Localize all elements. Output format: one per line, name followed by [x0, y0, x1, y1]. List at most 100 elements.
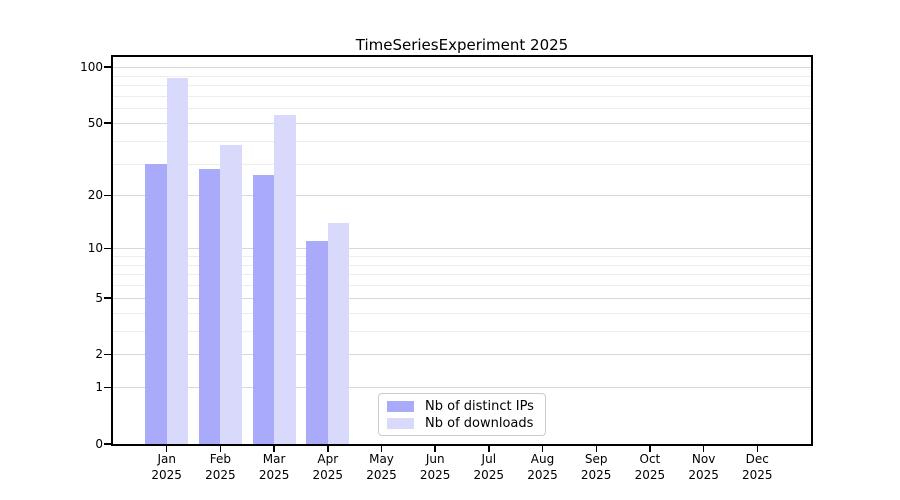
legend-item-downloads: Nb of downloads: [387, 416, 537, 431]
y-gridline-minor-4: [113, 312, 811, 314]
y-gridline-major-50: [113, 123, 811, 124]
legend-item-distinct-ips: Nb of distinct IPs: [387, 399, 537, 414]
x-tick-year: 2025: [527, 468, 558, 482]
x-tick-mark-oct: [649, 446, 651, 452]
bar-downloads-mar: [274, 115, 296, 444]
x-tick-year: 2025: [634, 468, 666, 482]
x-tick-mark-dec: [756, 446, 759, 452]
legend: Nb of distinct IPs Nb of downloads: [378, 393, 546, 436]
x-tick-month: Nov: [691, 452, 716, 466]
y-tick-mark-10: [104, 247, 111, 249]
x-tick-year: 2025: [258, 468, 290, 482]
bar-distinct-ips-mar: [252, 174, 275, 444]
bar-distinct-ips-jan: [145, 163, 167, 444]
y-gridline-minor-60: [113, 108, 811, 110]
x-tick-label-jun: Jun 2025: [405, 451, 465, 483]
y-tick-mark-1: [104, 386, 111, 389]
y-tick-mark-20: [104, 194, 111, 197]
y-gridline-minor-3: [113, 330, 811, 332]
y-tick-label-10: 10: [87, 241, 103, 256]
x-tick-year: 2025: [312, 468, 344, 482]
y-gridline-minor-80: [113, 85, 811, 87]
x-tick-year: 2025: [473, 468, 505, 482]
legend-label-distinct-ips: Nb of distinct IPs: [425, 399, 534, 414]
y-gridline-minor-40: [113, 140, 811, 142]
x-tick-label-aug: Aug 2025: [513, 451, 573, 483]
y-gridline-minor-8: [113, 264, 811, 266]
legend-label-downloads: Nb of downloads: [425, 416, 534, 431]
x-tick-year: 2025: [205, 468, 236, 482]
x-tick-month: Apr: [317, 452, 339, 466]
y-gridline-minor-30: [113, 163, 811, 165]
legend-swatch-downloads: [387, 418, 414, 429]
y-tick-label-100: 100: [80, 60, 103, 75]
x-tick-month: May: [369, 452, 394, 466]
y-tick-label-2: 2: [95, 347, 103, 362]
x-tick-month: Sep: [584, 452, 608, 466]
x-tick-mark-sep: [595, 446, 597, 452]
chart-title: TimeSeriesExperiment 2025: [355, 36, 569, 54]
x-tick-year: 2025: [151, 468, 182, 482]
y-tick-mark-5: [104, 297, 111, 299]
bar-downloads-feb: [220, 144, 242, 444]
x-tick-year: 2025: [419, 468, 451, 482]
x-tick-year: 2025: [580, 468, 612, 482]
x-tick-label-jan: Jan 2025: [137, 451, 197, 483]
legend-swatch-distinct-ips: [387, 401, 414, 412]
y-tick-label-5: 5: [95, 290, 103, 305]
x-tick-mark-feb: [219, 446, 222, 452]
y-gridline-minor-9: [113, 256, 811, 257]
x-tick-month: Mar: [262, 452, 286, 466]
y-gridline-minor-7: [113, 274, 811, 276]
x-tick-mark-nov: [702, 446, 705, 452]
y-tick-label-20: 20: [87, 188, 103, 203]
x-tick-year: 2025: [366, 468, 397, 482]
x-tick-month: Aug: [530, 452, 555, 466]
x-tick-month: Oct: [639, 452, 661, 466]
x-tick-year: 2025: [742, 468, 773, 482]
x-tick-label-sep: Sep 2025: [566, 451, 626, 483]
y-gridline-major-100: [113, 67, 811, 69]
x-tick-month: Feb: [209, 452, 232, 466]
y-gridline-major-20: [113, 195, 811, 197]
bar-distinct-ips-apr: [306, 241, 328, 444]
y-gridline-minor-6: [113, 285, 811, 287]
y-gridline-major-5: [113, 297, 811, 299]
x-tick-label-nov: Nov 2025: [674, 451, 734, 483]
x-tick-month: Jul: [481, 452, 497, 466]
y-tick-mark-50: [104, 122, 111, 124]
x-tick-mark-apr: [327, 446, 329, 452]
plot-area: Nb of distinct IPs Nb of downloads: [111, 55, 813, 446]
x-tick-label-mar: Mar 2025: [244, 451, 304, 483]
y-tick-label-1: 1: [95, 380, 103, 395]
x-tick-month: Jan: [157, 452, 176, 466]
x-tick-label-dec: Dec 2025: [727, 451, 787, 483]
y-gridline-major-2: [113, 354, 811, 356]
y-gridline-minor-70: [113, 96, 811, 97]
y-tick-label-50: 50: [87, 116, 103, 130]
bar-distinct-ips-feb: [198, 169, 221, 444]
x-tick-mark-jul: [488, 446, 490, 452]
x-tick-label-oct: Oct 2025: [620, 451, 680, 483]
x-tick-month: Jun: [425, 452, 445, 466]
x-tick-mark-may: [380, 446, 383, 452]
x-tick-mark-mar: [273, 446, 275, 452]
y-tick-mark-0: [104, 443, 111, 445]
x-tick-mark-jan: [165, 446, 168, 452]
bar-downloads-apr: [327, 222, 350, 444]
bar-downloads-jan: [166, 78, 189, 444]
y-tick-label-0: 0: [95, 437, 103, 451]
y-gridline-minor-90: [113, 75, 811, 77]
x-tick-label-jul: Jul 2025: [459, 451, 519, 483]
x-tick-mark-aug: [541, 446, 544, 452]
x-tick-label-feb: Feb 2025: [190, 451, 250, 483]
x-tick-month: Dec: [745, 452, 769, 466]
y-gridline-major-1: [113, 387, 811, 389]
x-tick-label-may: May 2025: [352, 451, 412, 483]
x-tick-label-apr: Apr 2025: [298, 451, 358, 483]
y-tick-mark-2: [104, 353, 111, 356]
x-tick-mark-jun: [434, 446, 436, 452]
x-tick-year: 2025: [688, 468, 719, 482]
y-tick-mark-100: [104, 66, 111, 68]
